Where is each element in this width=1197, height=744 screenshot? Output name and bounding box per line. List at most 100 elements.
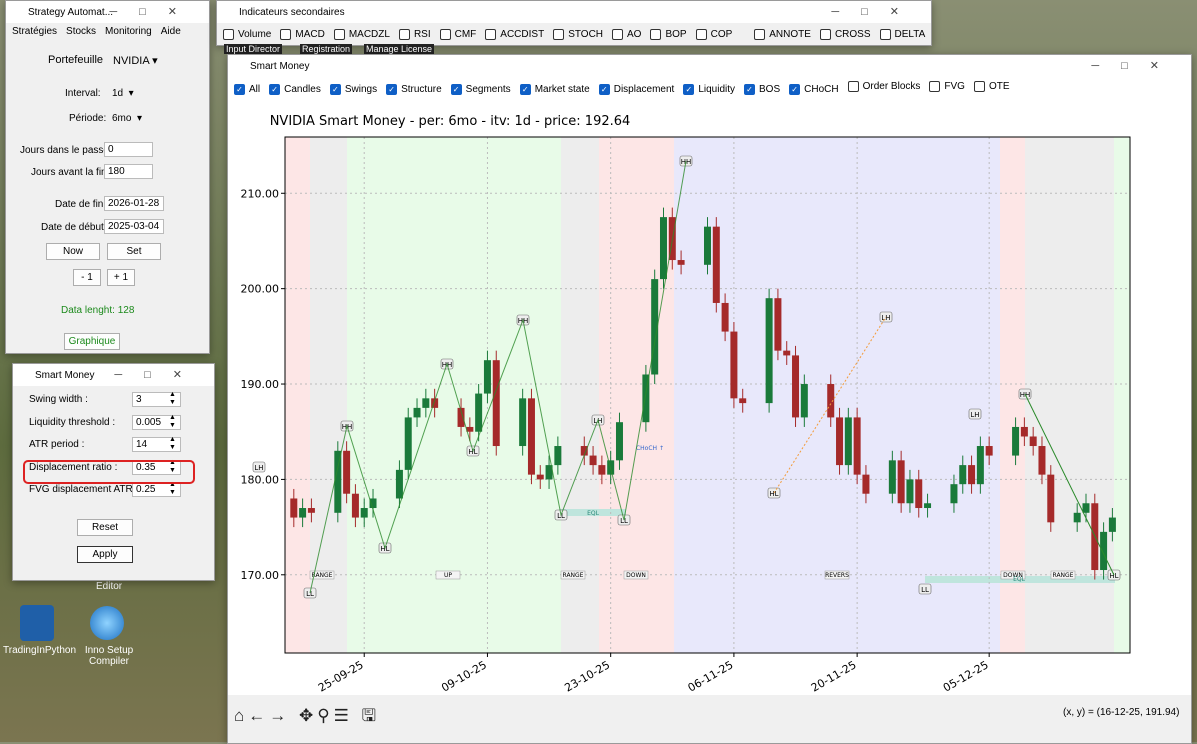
candle-body xyxy=(836,417,844,466)
candle-body xyxy=(985,446,993,456)
input[interactable]: 2025-03-04 xyxy=(104,219,164,234)
button[interactable]: Graphique xyxy=(64,333,120,350)
checkbox-label: Market state xyxy=(534,84,590,95)
checkbox[interactable]: ANNOTE xyxy=(754,29,811,40)
checkbox-box xyxy=(695,29,707,40)
menu-item[interactable]: Stocks xyxy=(66,26,97,37)
candle-body xyxy=(360,508,368,518)
button[interactable]: Set xyxy=(107,243,161,260)
checkbox[interactable]: MACDZL xyxy=(333,29,390,40)
checkbox-label: Candles xyxy=(284,84,321,95)
toolbar-icons[interactable]: ⌂←→ ✥⚲☰ 🖫 xyxy=(234,706,381,725)
spinner[interactable]: ▲ ▼ xyxy=(169,436,176,451)
checkbox[interactable]: ✓ Swings xyxy=(329,84,377,95)
swing-label: HL xyxy=(769,490,778,498)
menu-bar: Stratégies Stocks Monitoring Aide xyxy=(12,26,190,37)
dropdown[interactable]: NVIDIA ▾ xyxy=(113,55,158,67)
field-input[interactable]: 0.005 xyxy=(132,414,181,430)
field-input[interactable]: 3 xyxy=(132,392,181,407)
checkbox[interactable]: ✓ Market state xyxy=(519,84,590,95)
input[interactable]: 2026-01-28 xyxy=(104,196,164,211)
button[interactable]: Reset xyxy=(77,519,133,536)
candle-body xyxy=(307,508,315,513)
button[interactable]: - 1 xyxy=(73,269,101,286)
checkbox[interactable]: ACCDIST xyxy=(485,29,544,40)
spinner[interactable]: ▲ ▼ xyxy=(169,458,176,474)
y-tick-label: 210.00 xyxy=(241,187,280,200)
spinner[interactable]: ▲ ▼ xyxy=(169,391,176,406)
icon-label[interactable]: Inno Setup Compiler xyxy=(84,645,134,667)
field-label: Liquidity threshold : xyxy=(29,416,116,428)
button[interactable]: + 1 xyxy=(107,269,135,286)
dropdown[interactable]: 6mo ▾ xyxy=(112,113,143,124)
y-tick-label: 170.00 xyxy=(241,569,280,582)
checkbox-label: DELTA xyxy=(894,29,926,40)
checkbox[interactable]: ✓ Structure xyxy=(386,84,442,95)
spinner[interactable]: ▲ ▼ xyxy=(169,413,176,429)
candle-body xyxy=(395,469,403,499)
candle-body xyxy=(739,398,747,404)
x-tick-label: 20-11-25 xyxy=(809,658,859,694)
candle-body xyxy=(290,498,298,518)
checkbox[interactable]: CMF xyxy=(439,29,476,40)
icon-label[interactable]: TradingInPython xyxy=(3,645,77,656)
checkbox[interactable]: ✓ Displacement xyxy=(598,84,674,95)
checkbox-label: BOS xyxy=(759,84,781,95)
checkbox[interactable]: ✓ Candles xyxy=(269,84,321,95)
app-icon[interactable] xyxy=(90,606,124,640)
checkbox[interactable]: BOP xyxy=(650,29,687,40)
checkbox[interactable]: FVG xyxy=(929,81,965,92)
checkbox[interactable]: RSI xyxy=(398,29,431,40)
zone-label-box xyxy=(309,570,335,580)
candle-body xyxy=(853,417,861,475)
menu-item[interactable]: Aide xyxy=(160,26,181,37)
candle-body xyxy=(721,302,729,332)
background-text: Manage License xyxy=(364,44,435,54)
swing-label-box xyxy=(918,583,932,595)
annotation: EQL xyxy=(1013,576,1026,583)
input[interactable]: 180 xyxy=(104,164,153,179)
checkbox[interactable]: ✓ Liquidity xyxy=(683,84,735,95)
spinner[interactable]: ▲ ▼ xyxy=(169,481,176,496)
checkbox[interactable]: ✓ Segments xyxy=(450,84,511,95)
dropdown[interactable]: 1d ▾ xyxy=(112,88,134,99)
checkbox[interactable]: CROSS xyxy=(819,29,871,40)
checkbox[interactable]: Order Blocks xyxy=(847,81,920,92)
button[interactable]: Now xyxy=(46,243,100,260)
checkbox[interactable]: ✓ BOS xyxy=(744,84,780,95)
swing-label: LH xyxy=(970,411,979,419)
checkbox-box xyxy=(612,29,624,40)
app-icon[interactable] xyxy=(20,605,54,641)
button[interactable]: Apply xyxy=(77,546,133,563)
checkbox-label: CROSS xyxy=(834,29,871,40)
checkbox[interactable]: Volume xyxy=(223,29,271,40)
checkbox[interactable]: STOCH xyxy=(553,29,603,40)
menu-item[interactable]: Monitoring xyxy=(105,26,152,37)
window-title: Smart Money xyxy=(35,369,95,381)
menu-item[interactable]: Stratégies xyxy=(12,26,58,37)
checkbox-label: COP xyxy=(710,29,733,40)
checkbox[interactable]: COP xyxy=(695,29,733,40)
checkbox[interactable]: ✓ CHoCH xyxy=(789,84,839,95)
checkbox[interactable]: ✓ All xyxy=(234,84,260,95)
checkbox-box: ✓ xyxy=(789,84,801,95)
checkbox[interactable]: OTE xyxy=(973,81,1010,92)
chart-title: NVIDIA Smart Money - per: 6mo - itv: 1d … xyxy=(270,114,631,129)
checkbox[interactable]: AO xyxy=(612,29,641,40)
strategy-window: Strategy Automat... ─□✕ Stratégies Stocks M… xyxy=(5,0,210,354)
candle-body xyxy=(1100,531,1108,571)
checkbox-box xyxy=(847,81,859,92)
checkbox[interactable]: MACD xyxy=(280,29,325,40)
candle-body xyxy=(334,450,342,513)
checkbox-box xyxy=(333,29,345,40)
candle-body xyxy=(968,465,976,485)
label: Période: xyxy=(69,113,107,124)
checkbox[interactable]: DELTA xyxy=(879,29,926,40)
field-input[interactable]: 14 xyxy=(132,437,181,452)
checkbox-box xyxy=(973,81,985,92)
input[interactable]: 0 xyxy=(104,142,153,157)
x-tick-label: 09-10-25 xyxy=(439,658,489,694)
indicator-list: Volume MACD MACDZL RSI CMF ACCDIST STOCH AO BOP C… xyxy=(223,29,931,43)
highlight xyxy=(23,460,195,484)
value: 1d xyxy=(112,88,124,99)
